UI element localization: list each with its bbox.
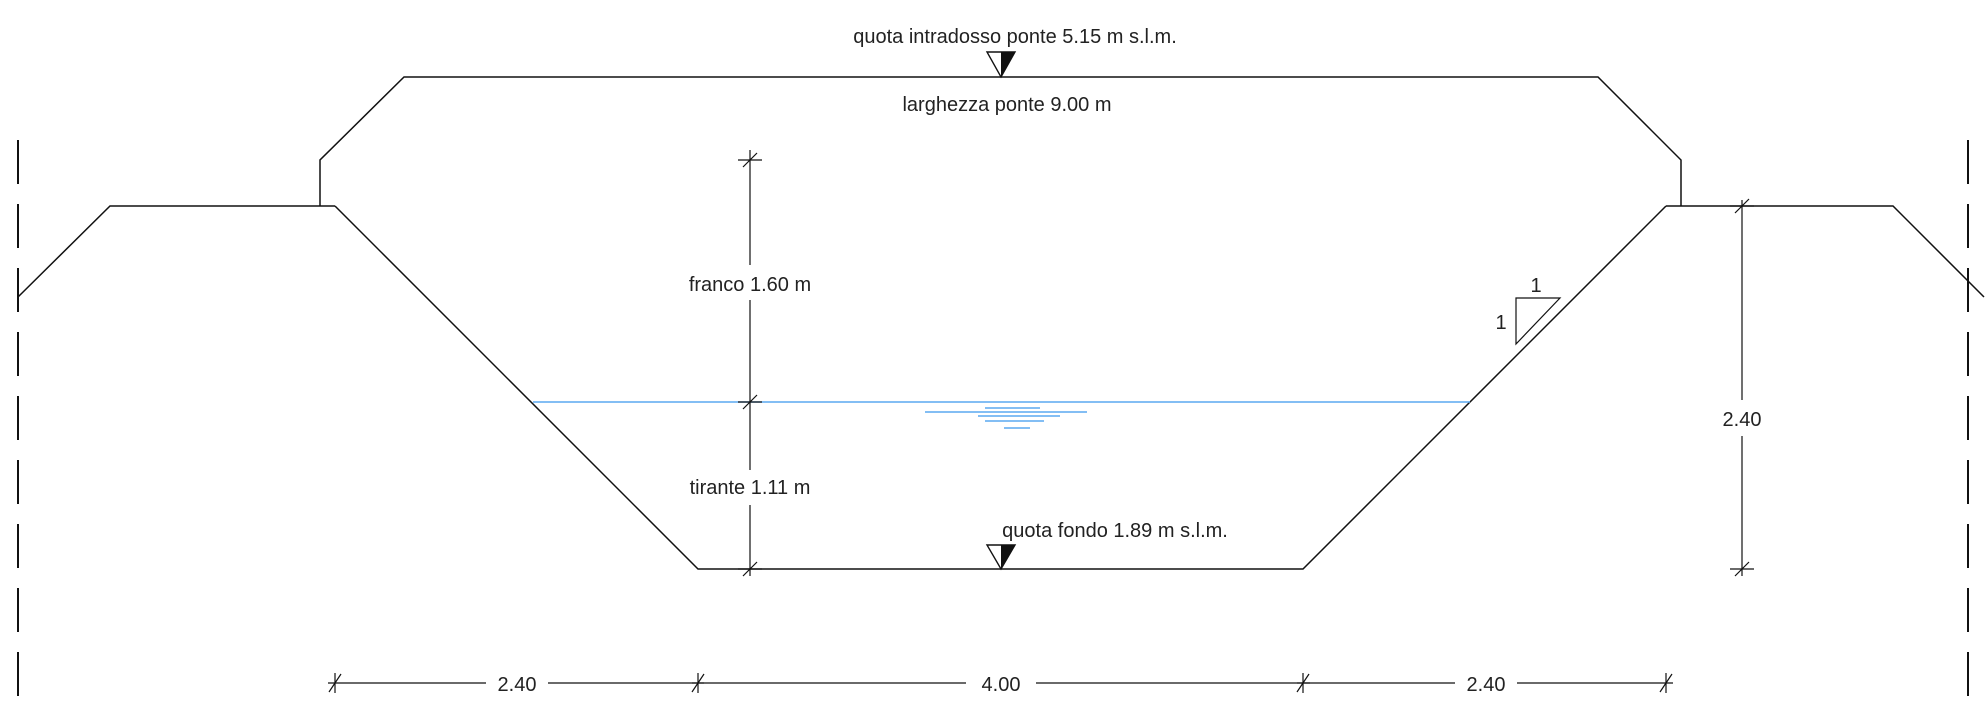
water-depth-label: tirante 1.11 m (690, 477, 811, 499)
bank-height-label: 2.40 (1723, 409, 1762, 431)
right-embankment (1666, 205, 1985, 298)
bridge-soffit-level-label: quota intradosso ponte 5.15 m s.l.m. (853, 26, 1177, 48)
slope-triangle-icon (1515, 297, 1562, 346)
dimension-left-bank-width: 2.40 (498, 674, 537, 696)
vertical-dimension-freeboard-depth (738, 150, 762, 577)
bridge-width-label: larghezza ponte 9.00 m (902, 94, 1111, 116)
left-embankment (17, 205, 335, 298)
vertical-dimension-bank-height (1730, 198, 1754, 577)
freeboard-label: franco 1.60 m (689, 274, 811, 296)
bed-level-label: quota fondo 1.89 m s.l.m. (1002, 520, 1228, 542)
dimension-bed-width: 4.00 (982, 674, 1021, 696)
water-surface-symbol (925, 407, 1087, 429)
slope-horizontal-label: 1 (1530, 275, 1541, 297)
soffit-level-marker-icon (985, 51, 1017, 79)
slope-vertical-label: 1 (1495, 312, 1506, 334)
horizontal-dimension-chain (328, 673, 1673, 693)
bed-level-marker-icon (985, 544, 1017, 571)
dimension-right-bank-width: 2.40 (1467, 674, 1506, 696)
channel-profile (334, 205, 1667, 570)
